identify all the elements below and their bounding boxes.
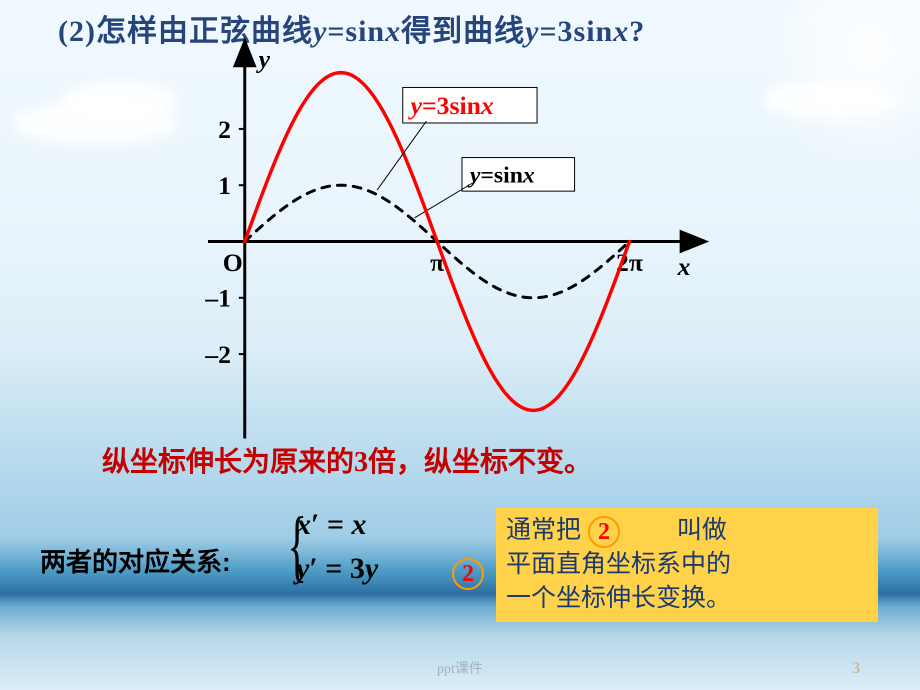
eq2-prime: ′ xyxy=(309,552,317,585)
svg-text:–1: –1 xyxy=(204,284,231,313)
svg-text:x: x xyxy=(677,252,691,281)
eq2-r: y xyxy=(365,552,378,585)
sine-chart: 21–1–2π2πyxOy=sinxy=3sinx xyxy=(202,44,722,439)
note-line2: 平面直角坐标系中的 xyxy=(506,548,868,582)
note-line1a: 通常把 xyxy=(506,516,581,544)
eq2-eq: = 3 xyxy=(318,552,365,585)
circled-two-inline: 2 xyxy=(452,558,484,590)
relation-label: 两者的对应关系: xyxy=(40,542,231,579)
svg-text:1: 1 xyxy=(218,171,231,200)
svg-text:y=3sinx: y=3sinx xyxy=(408,91,494,120)
svg-text:y: y xyxy=(256,44,271,73)
eq2-l: y xyxy=(296,552,309,585)
note-line3: 一个坐标伸长变换。 xyxy=(506,582,868,616)
svg-text:y=sinx: y=sinx xyxy=(467,162,535,188)
note-line1b: 叫做 xyxy=(627,516,727,544)
page-number: 3 xyxy=(852,660,860,678)
eq1-r: x xyxy=(352,508,367,541)
note-box: 通常把 2 叫做 平面直角坐标系中的 一个坐标伸长变换。 xyxy=(496,508,878,622)
svg-text:O: O xyxy=(223,248,243,277)
summary-text: 纵坐标伸长为原来的3倍，纵坐标不变。 xyxy=(102,440,592,480)
svg-text:2: 2 xyxy=(218,115,231,144)
svg-text:–2: –2 xyxy=(204,340,231,369)
eq1-eq: = xyxy=(319,508,351,541)
relation-equations: x′ = x y′ = 3y xyxy=(296,508,378,586)
footer-text: ppt课件 xyxy=(0,658,920,678)
eq1-l: x xyxy=(296,508,311,541)
circled-two-note: 2 xyxy=(588,516,620,548)
